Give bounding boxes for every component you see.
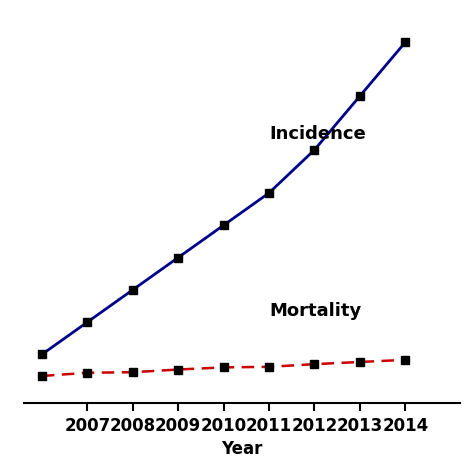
Text: Mortality: Mortality	[269, 302, 361, 320]
X-axis label: Year: Year	[221, 440, 263, 458]
Text: Incidence: Incidence	[269, 125, 366, 143]
